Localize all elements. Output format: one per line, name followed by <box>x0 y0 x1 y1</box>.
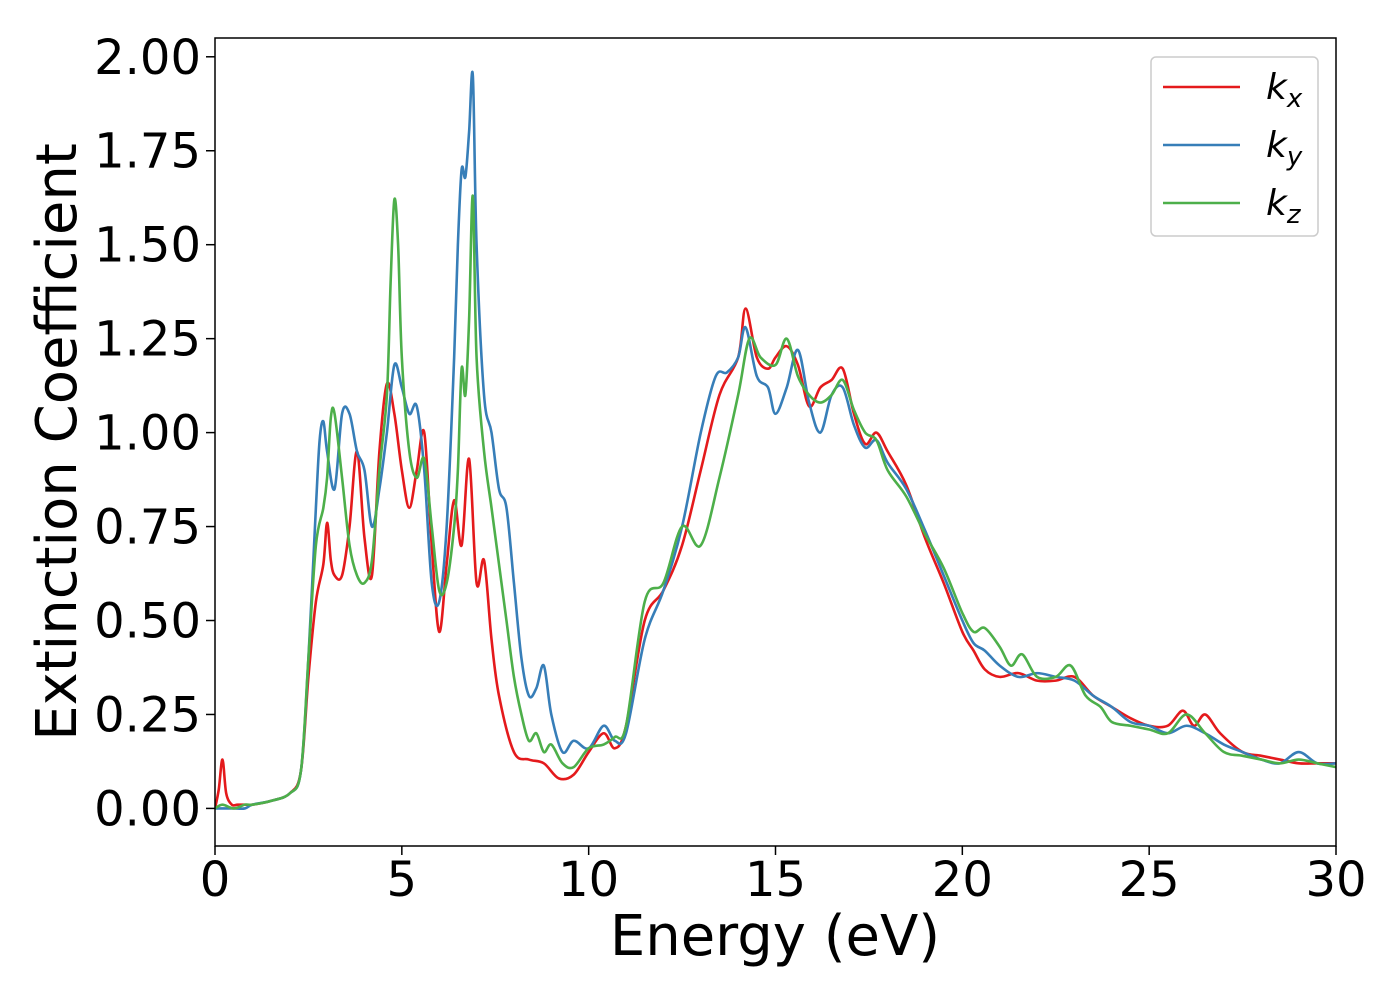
legend-label: ky <box>1266 125 1303 172</box>
legend: kx ky kz <box>1150 56 1319 237</box>
y-tick-label: 1.25 <box>94 312 201 368</box>
x-tick-label: 15 <box>745 852 806 908</box>
series-layer <box>215 70 1336 810</box>
series-line-y <box>215 70 1336 810</box>
y-axis-ticks: 0.00 0.25 0.50 0.75 1.00 1.25 1.50 1.75 2.00 <box>94 30 215 837</box>
y-tick-label: 1.75 <box>94 124 201 180</box>
y-tick-label: 0.75 <box>94 500 201 556</box>
x-tick-label: 20 <box>932 852 993 908</box>
x-axis-label: Energy (eV) <box>610 904 940 969</box>
y-tick-label: 1.00 <box>94 406 201 462</box>
legend-entry-z: kz <box>1163 183 1302 230</box>
y-tick-label: 0.50 <box>94 594 201 650</box>
y-tick-label: 2.00 <box>94 30 201 86</box>
x-tick-label: 5 <box>387 852 418 908</box>
y-tick-label: 0.00 <box>94 781 201 837</box>
x-tick-label: 30 <box>1305 852 1366 908</box>
y-tick-label: 1.50 <box>94 218 201 274</box>
legend-entry-y: ky <box>1163 125 1303 172</box>
legend-entry-x: kx <box>1163 67 1303 114</box>
series-line-x <box>215 307 1336 810</box>
y-axis-label: Extinction Coefficient <box>25 143 90 741</box>
legend-label: kx <box>1266 67 1303 114</box>
legend-entries: kx ky kz <box>1163 67 1303 230</box>
legend-frame <box>1150 56 1319 237</box>
y-tick-label: 0.25 <box>94 687 201 743</box>
x-tick-label: 10 <box>558 852 619 908</box>
x-tick-label: 0 <box>200 852 231 908</box>
series-line-z <box>215 194 1336 810</box>
x-tick-label: 25 <box>1119 852 1180 908</box>
legend-label: kz <box>1266 183 1302 230</box>
x-axis-ticks: 0 5 10 15 20 25 30 <box>200 846 1367 908</box>
